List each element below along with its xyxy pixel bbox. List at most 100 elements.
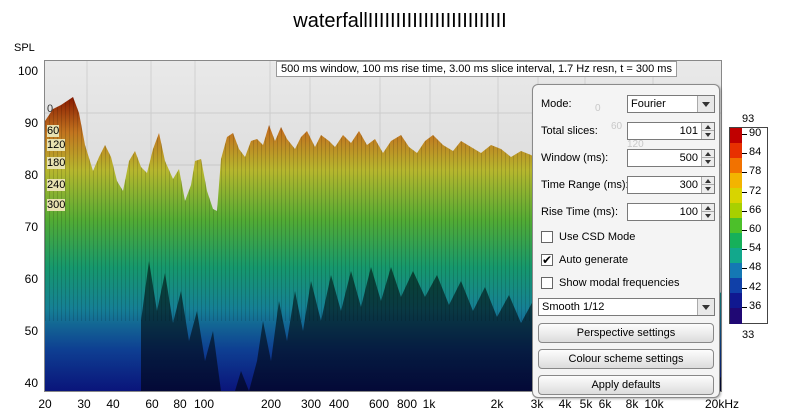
colour-scale-segment — [730, 248, 742, 264]
colour-scale-tick — [742, 153, 747, 155]
y-tick: 60 — [24, 272, 38, 286]
ghost-label: 0 — [595, 103, 601, 114]
x-tick: 2k — [490, 397, 504, 411]
chevron-down-icon[interactable] — [697, 299, 714, 315]
window-value: 500 — [679, 152, 698, 164]
decrement-icon[interactable] — [701, 184, 714, 193]
increment-icon[interactable] — [701, 150, 714, 158]
colour-scale-segment — [730, 218, 742, 234]
colour-scale-tick — [742, 268, 747, 270]
slice-label: 240 — [47, 179, 66, 191]
x-tick: 300 — [300, 397, 322, 411]
total-slices-label: Total slices: — [541, 125, 598, 137]
total-slices-value: 101 — [679, 125, 698, 137]
colour-scale-segment — [730, 293, 742, 309]
x-tick: 60 — [145, 397, 159, 411]
x-tick: 1k — [422, 397, 436, 411]
colour-scale-tick — [742, 134, 747, 135]
y-tick: 80 — [24, 168, 38, 182]
x-tick: 100 — [193, 397, 215, 411]
smoothing-value: Smooth 1/12 — [542, 301, 605, 313]
x-tick: 10k — [644, 397, 664, 411]
colour-scale-tick — [742, 287, 747, 289]
time-range-label: Time Range (ms): — [541, 179, 629, 191]
x-tick: 6k — [598, 397, 612, 411]
x-tick: 200 — [260, 397, 282, 411]
time-range-value: 300 — [679, 179, 698, 191]
y-axis-label: SPL — [14, 42, 35, 54]
rise-time-spinner[interactable]: 100 — [627, 203, 715, 221]
slice-label: 300 — [47, 199, 66, 211]
increment-icon[interactable] — [701, 123, 714, 131]
use-csd-checkbox[interactable] — [541, 231, 553, 243]
window-label: Window (ms): — [541, 152, 609, 164]
colour-scale-tick-label: 90 — [749, 127, 762, 139]
colour-scale-tick-label: 36 — [749, 299, 762, 312]
colour-scale-segment — [730, 278, 742, 294]
colour-scale-segment — [730, 233, 742, 249]
mode-label: Mode: — [541, 98, 572, 110]
increment-icon[interactable] — [701, 204, 714, 212]
chart-title: waterfallIIIIIIIIIIIIIIIIIIIIIIIII — [293, 10, 507, 32]
colour-scale-tick-label: 72 — [749, 184, 762, 197]
ghost-label: 120 — [627, 139, 644, 150]
decrement-icon[interactable] — [701, 211, 714, 220]
time-range-spinner[interactable]: 300 — [627, 176, 715, 194]
colour-scale-tick-label: 48 — [749, 261, 762, 274]
colour-scale-segment — [730, 203, 742, 219]
show-modal-checkbox[interactable] — [541, 277, 553, 289]
x-tick: 20 — [38, 397, 52, 411]
window-spinner[interactable]: 500 — [627, 149, 715, 167]
colour-scheme-settings-button[interactable]: Colour scheme settings — [538, 349, 714, 369]
x-tick: 5k — [579, 397, 593, 411]
y-tick: 40 — [24, 376, 38, 390]
colour-scale-segment — [730, 188, 742, 204]
slice-label: 60 — [47, 125, 60, 137]
x-tick: 8k — [625, 397, 639, 411]
colour-scale-tick — [742, 210, 747, 212]
rise-time-value: 100 — [679, 206, 698, 218]
x-tick: 400 — [328, 397, 350, 411]
colour-scale-segment — [730, 263, 742, 279]
colour-scale-tick — [742, 230, 747, 231]
smoothing-dropdown[interactable]: Smooth 1/12 — [538, 298, 715, 316]
colour-scale-segment — [730, 143, 742, 159]
slice-label: 0 — [47, 103, 54, 115]
colour-scale-tick — [742, 191, 747, 193]
x-tick: 3k — [530, 397, 544, 411]
chevron-down-icon[interactable] — [697, 96, 714, 112]
mode-dropdown[interactable]: Fourier — [627, 95, 715, 113]
y-tick: 70 — [24, 220, 38, 234]
x-tick: 800 — [396, 397, 418, 411]
colour-scale-tick-label: 60 — [749, 223, 762, 235]
show-modal-label: Show modal frequencies — [559, 277, 680, 289]
mode-value: Fourier — [631, 98, 666, 110]
decrement-icon[interactable] — [701, 130, 714, 139]
y-tick: 90 — [24, 116, 38, 130]
perspective-settings-button[interactable]: Perspective settings — [538, 323, 714, 343]
colour-scale-tick-label: 78 — [749, 165, 762, 178]
x-tick: 40 — [106, 397, 120, 411]
colour-scale-segment — [730, 308, 742, 324]
colour-scale-tick-label: 84 — [749, 146, 762, 159]
colour-scale-min: 33 — [742, 329, 755, 341]
auto-generate-checkbox[interactable]: ✔ — [541, 253, 553, 267]
decrement-icon[interactable] — [701, 157, 714, 166]
x-tick: 4k — [558, 397, 572, 411]
auto-generate-label: Auto generate — [559, 254, 629, 266]
x-tick: 80 — [173, 397, 187, 411]
y-tick: 50 — [24, 324, 38, 338]
colour-scale-max: 93 — [742, 113, 755, 125]
increment-icon[interactable] — [701, 177, 714, 185]
slice-label: 180 — [47, 157, 66, 169]
colour-scale-tick-label: 42 — [749, 280, 762, 293]
x-tick: 30 — [77, 397, 91, 411]
colour-scale-tick — [742, 249, 747, 251]
colour-scale-tick — [742, 306, 747, 308]
total-slices-spinner[interactable]: 101 — [627, 122, 715, 140]
colour-scale-bar: 90 84 78 72 66 60 54 48 42 36 — [729, 127, 768, 324]
colour-scale-tick-label: 54 — [749, 242, 762, 255]
rise-time-label: Rise Time (ms): — [541, 206, 618, 218]
x-tick: 20kHz — [704, 397, 740, 411]
apply-defaults-button[interactable]: Apply defaults — [538, 375, 714, 395]
